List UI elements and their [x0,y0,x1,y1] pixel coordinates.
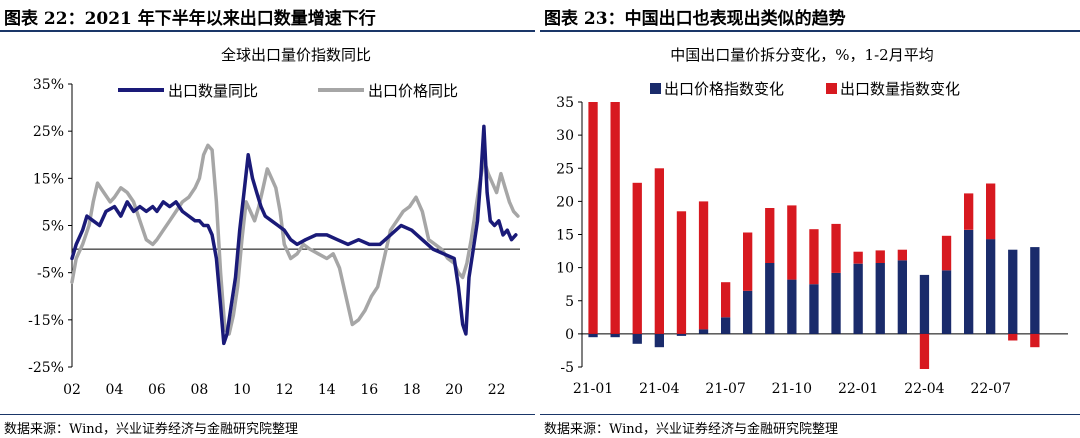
right-figure-panel: 图表 23：中国出口也表现出类似的趋势 中国出口量价拆分变化，%，1-2月平均 3… [540,0,1080,438]
left-line-chart: 全球出口量价指数同比 35% 25% 15% 5% -5% -15% -25% 02 04 06 08… [28,46,520,398]
y-tick-label: 20 [556,194,574,210]
bar-price-21-08 [743,290,753,334]
bar-volume-21-03 [632,182,642,334]
left-figure-title: 图表 22：2021 年下半年以来出口数量增速下行 [4,9,376,29]
bar-price-21-10 [787,279,797,334]
x-tick-label: 20 [445,382,463,398]
legend-volume-swatch [826,83,837,94]
x-tick-label: 21-01 [573,381,613,397]
left-title-rule [0,30,535,32]
y-tick-label: -5 [560,360,574,376]
x-tick-label: 10 [233,382,251,398]
bar-price-21-04 [654,333,664,348]
y-tick-label: 0 [565,327,574,343]
x-tick-label: 22-07 [971,381,1011,397]
series-line-price [70,143,520,336]
y-tick-label: 25% [33,124,64,140]
x-tick-label: 04 [106,382,124,398]
y-tick-label: 5% [42,219,64,235]
bar-volume-22-02 [875,250,885,263]
chart-title: 全球出口量价指数同比 [221,46,371,64]
x-tick-label: 12 [275,382,293,398]
y-tick-label: -15% [28,313,64,329]
bar-price-22-05 [941,270,952,334]
y-tick-label: -25% [28,360,64,376]
left-figure-panel: 图表 22：2021 年下半年以来出口数量增速下行 全球出口量价指数同比 35% 2… [0,0,535,438]
bar-price-21-09 [765,263,775,334]
bar-volume-21-10 [787,205,797,280]
bar-volume-21-12 [831,223,841,273]
x-tick-label: 18 [403,382,421,398]
bar-price-21-12 [831,272,841,334]
bar-volume-22-04 [919,333,930,369]
bar-volume-21-04 [654,168,664,334]
bar-volume-22-03 [897,249,907,261]
y-tick-label: -5% [37,266,64,282]
x-tick-label: 02 [63,382,81,398]
bar-price-21-02 [610,333,620,338]
series-line-volume [70,124,518,346]
right-bar-chart: 中国出口量价拆分变化，%，1-2月平均 35 30 25 20 15 10 5 0 -5 21-01… [556,46,1068,397]
bar-volume-21-11 [809,229,819,285]
bar-price-22-09 [1030,247,1040,334]
x-tick-label: 16 [360,382,378,398]
x-tick-label: 22-01 [838,381,878,397]
x-tick-label: 21-07 [705,381,745,397]
bar-volume-22-05 [941,235,952,271]
legend-price-label: 出口价格指数变化 [664,80,784,98]
y-tick-label: 35 [556,95,574,111]
bar-price-21-05 [676,333,687,336]
x-tick-label: 14 [318,382,336,398]
bar-price-21-07 [721,317,731,334]
y-tick-label: 25 [556,161,574,177]
x-tick-label: 06 [148,382,166,398]
x-tick-label: 21-04 [639,381,679,397]
bar-volume-21-07 [721,282,731,318]
right-source-note: 数据来源：Wind，兴业证券经济与金融研究院整理 [544,422,838,437]
bar-price-21-01 [588,333,598,338]
bar-volume-21-06 [698,201,709,330]
x-tick-label: 08 [190,382,208,398]
x-tick-label: 22 [488,382,506,398]
bar-price-22-03 [897,260,907,334]
y-tick-label: 30 [556,128,574,144]
y-tick-label: 15% [33,171,64,187]
x-tick-label: 21-10 [772,381,812,397]
left-source-note: 数据来源：Wind，兴业证券经济与金融研究院整理 [4,422,298,437]
legend-volume-label: 出口数量指数变化 [840,80,960,98]
legend-volume-label: 出口数量同比 [168,82,258,100]
bar-volume-22-07 [986,183,996,240]
y-tick-label: 15 [556,228,574,244]
bar-price-22-04 [919,274,930,334]
bar-price-21-03 [632,333,642,344]
bar-price-21-06 [698,329,709,334]
y-tick-label: 35% [33,77,64,93]
legend-price-swatch [650,83,661,94]
bar-volume-22-09 [1030,333,1040,348]
y-tick-label: 5 [565,294,574,310]
bar-price-22-08 [1008,249,1018,334]
left-source-rule [0,414,535,415]
bar-price-21-11 [809,284,819,334]
bar-volume-21-05 [676,211,687,334]
chart-title: 中国出口量价拆分变化，%，1-2月平均 [670,46,933,64]
right-title-rule [540,30,1080,32]
bar-price-22-06 [964,229,974,334]
right-figure-title: 图表 23：中国出口也表现出类似的趋势 [544,9,846,29]
bar-volume-22-08 [1008,333,1018,341]
bar-volume-21-02 [610,102,620,334]
bar-volume-21-09 [765,208,775,263]
bar-volume-22-01 [853,251,863,264]
bar-price-22-07 [986,239,996,334]
bar-price-22-01 [853,263,863,334]
y-tick-label: 10 [556,261,574,277]
legend-price-label: 出口价格同比 [368,82,458,100]
x-tick-label: 22-04 [904,381,944,397]
bar-price-22-02 [875,263,885,334]
bar-volume-22-06 [964,193,974,230]
bar-volume-21-01 [588,102,598,334]
right-source-rule [540,414,1080,415]
bar-volume-21-08 [743,232,753,291]
